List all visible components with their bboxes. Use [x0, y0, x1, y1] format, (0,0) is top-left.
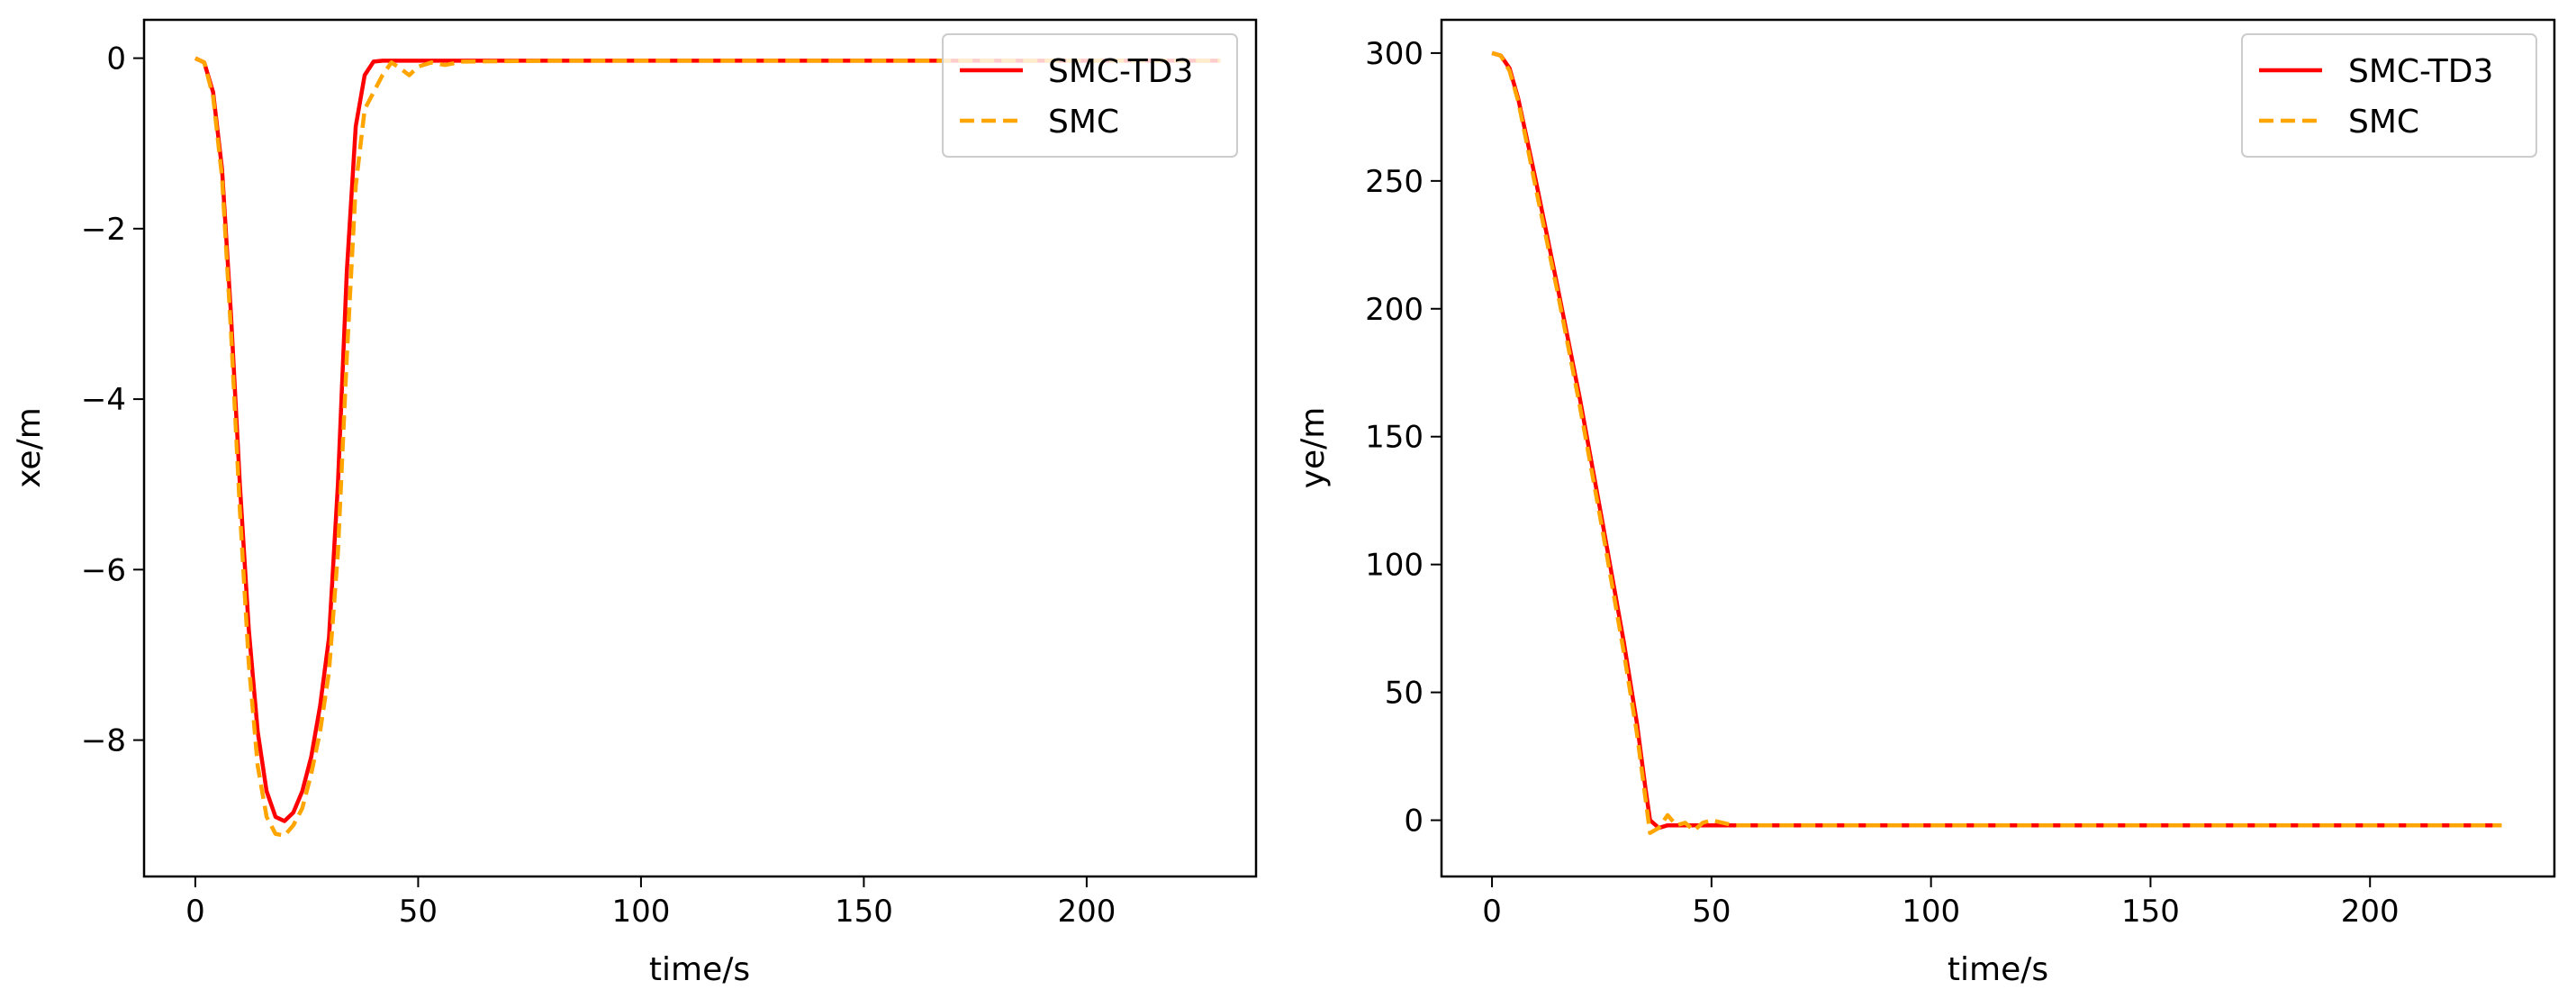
ye-axes-frame — [1440, 18, 2556, 878]
xe-y-tick-label: 0 — [106, 41, 126, 77]
ye-legend: SMC-TD3 SMC — [2241, 33, 2537, 158]
ye-y-tick-label: 250 — [1365, 164, 1424, 200]
ye-y-tick-label: 0 — [1404, 804, 1424, 840]
ye-legend-box — [2241, 33, 2537, 158]
ye-y-axis-label: ye/m — [1295, 407, 1332, 489]
xe-legend-box — [942, 33, 1238, 158]
xe-y-tick-label: −8 — [81, 723, 126, 759]
ye-series-smc-td3-line — [1491, 50, 2502, 831]
xe-y-tick-label: −4 — [81, 382, 126, 418]
ye-chart-panel: 0 50 100 150 200 0 50 100 150 200 250 300 time/s ye… — [1295, 18, 2556, 988]
xe-series-smc-line — [194, 56, 1221, 838]
xe-plot-area — [194, 56, 1221, 838]
xe-legend-label-smc: SMC — [1048, 104, 1119, 141]
xe-x-tick-label: 150 — [835, 894, 893, 930]
ye-x-axis-label: time/s — [1948, 951, 2048, 988]
xe-y-tick-label: −6 — [81, 552, 126, 588]
ye-plot-area — [1491, 50, 2502, 835]
ye-y-tick-label: 200 — [1365, 292, 1424, 328]
ye-legend-label-smc: SMC — [2348, 104, 2419, 141]
ye-x-tick-label: 200 — [2341, 894, 2400, 930]
xe-ticks: 0 50 100 150 200 0 −2 −4 −6 −8 — [81, 41, 1116, 930]
xe-legend: SMC-TD3 SMC — [942, 33, 1238, 158]
xe-x-axis-label: time/s — [649, 951, 750, 988]
xe-x-tick-label: 200 — [1057, 894, 1116, 930]
ye-legend-label-smc-td3: SMC-TD3 — [2348, 53, 2493, 90]
ye-y-tick-label: 50 — [1385, 676, 1424, 712]
xe-y-tick-label: −2 — [81, 212, 126, 248]
ye-y-tick-label: 300 — [1365, 36, 1424, 72]
ye-series-smc-line — [1491, 50, 2502, 835]
ye-ticks: 0 50 100 150 200 0 50 100 150 200 250 300 — [1365, 36, 2400, 930]
ye-y-tick-label: 150 — [1365, 420, 1424, 456]
xe-legend-label-smc-td3: SMC-TD3 — [1048, 53, 1193, 90]
ye-x-tick-label: 100 — [1902, 894, 1960, 930]
xe-axes-frame — [142, 18, 1258, 878]
xe-x-tick-label: 0 — [185, 894, 205, 930]
xe-x-tick-label: 100 — [611, 894, 670, 930]
ye-x-tick-label: 150 — [2121, 894, 2180, 930]
ye-y-tick-label: 100 — [1365, 548, 1424, 584]
xe-series-smc-td3-line — [194, 56, 1221, 823]
ye-x-tick-label: 0 — [1482, 894, 1502, 930]
xe-chart-panel: 0 50 100 150 200 0 −2 −4 −6 −8 time/s xe/m SMC-TD… — [11, 18, 1258, 988]
xe-x-tick-label: 50 — [399, 894, 438, 930]
ye-x-tick-label: 50 — [1692, 894, 1731, 930]
xe-y-axis-label: xe/m — [11, 407, 48, 488]
